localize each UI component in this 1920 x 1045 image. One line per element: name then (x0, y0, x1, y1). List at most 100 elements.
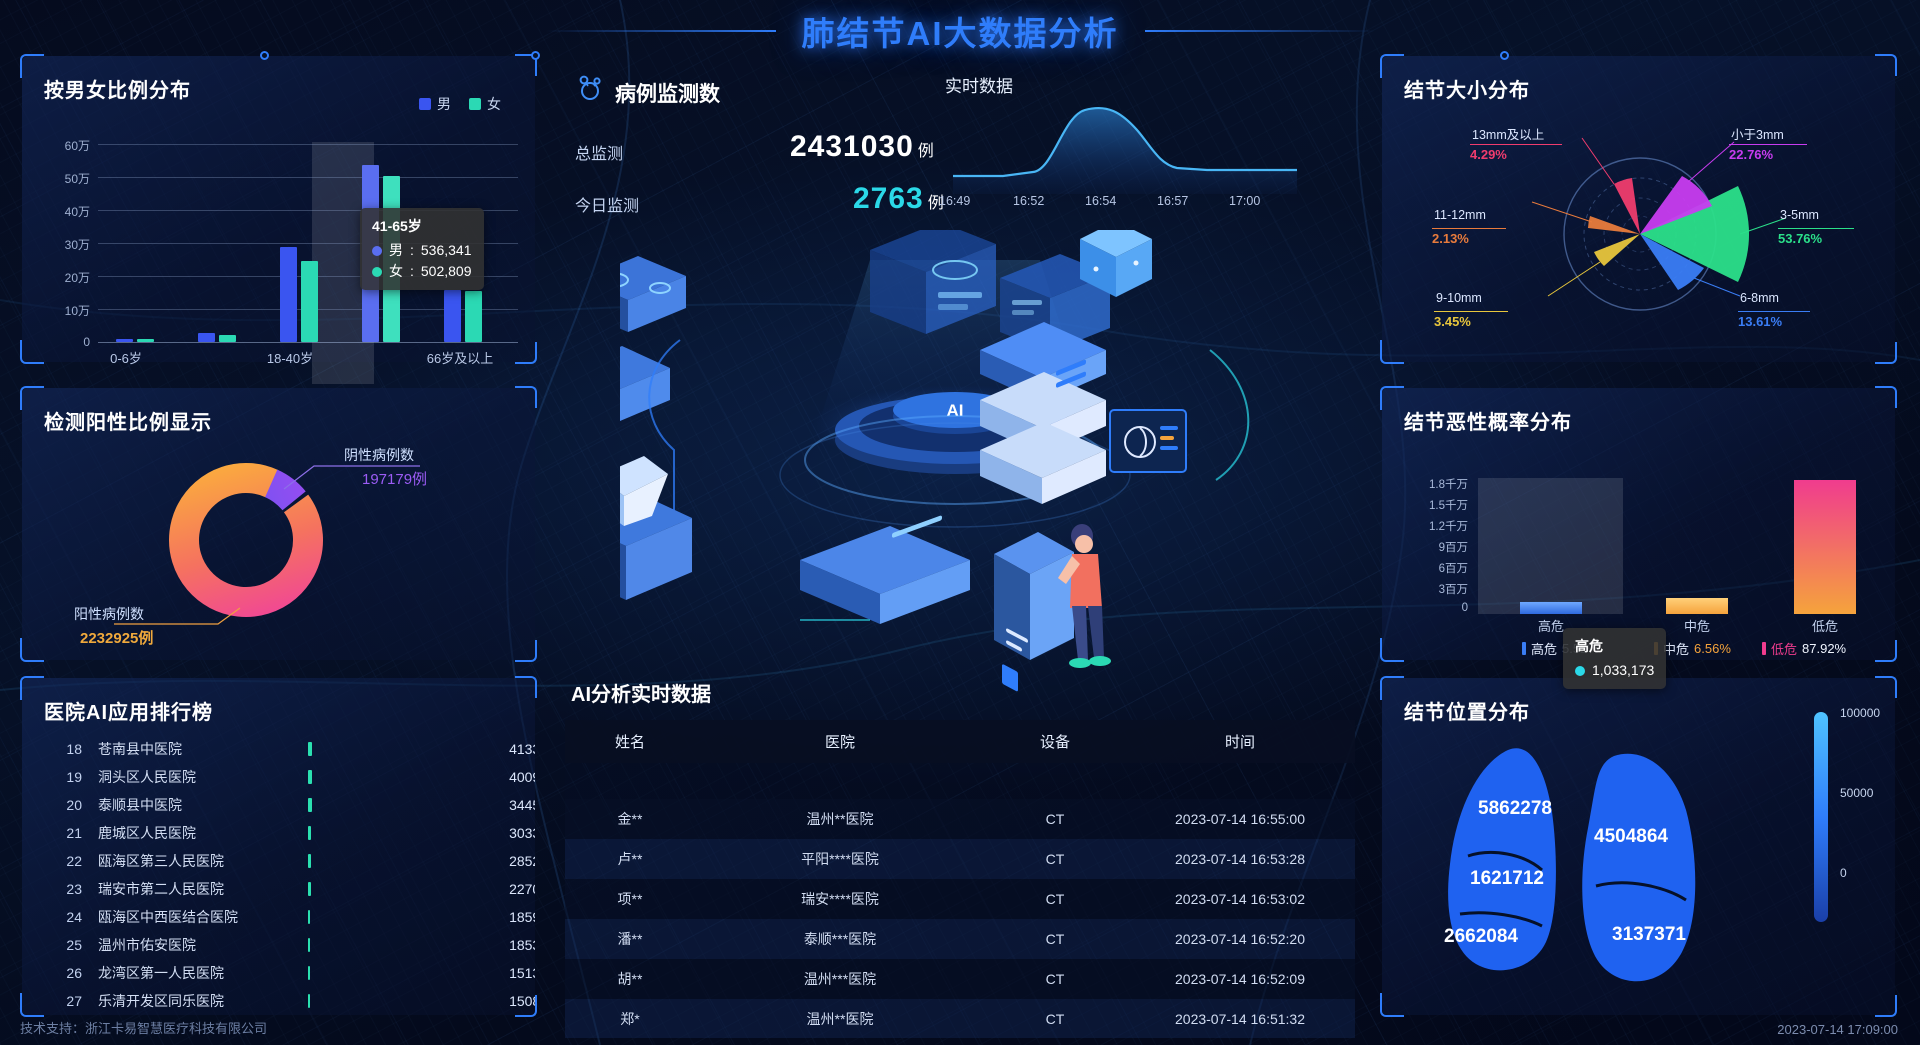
column-header-name[interactable]: 姓名 (565, 720, 695, 763)
table-row[interactable]: 郑* 温州**医院 CT 2023-07-14 16:51:32 (565, 999, 1355, 1038)
cell-name: 胡** (565, 959, 695, 999)
malignancy-tooltip-dot (1575, 665, 1585, 676)
rank-number: 25 (66, 937, 82, 953)
table-row[interactable] (565, 763, 1355, 799)
gender-legend[interactable]: 男 女 (419, 94, 501, 114)
monitor-panel-title: 病例监测数 (615, 83, 720, 106)
m-y-tick-6: 6百万 (1438, 563, 1468, 575)
panel-nodule-position: 结节位置分布 5862278 1621712 2662084 4504864 (1380, 676, 1897, 1017)
cell-device (985, 763, 1125, 799)
cell-hospital (695, 763, 985, 799)
rank-value: 40096 (509, 769, 535, 785)
rank-number: 26 (66, 965, 82, 981)
cell-time: 2023-07-14 16:53:28 (1125, 839, 1355, 879)
rank-value: 30330 (509, 825, 535, 841)
list-item[interactable]: 21 鹿城区人民医院 30330 (48, 820, 535, 846)
m-legend-value-low: 87.92% (1802, 641, 1847, 656)
realtime-sparkline[interactable] (945, 98, 1305, 194)
table-row[interactable]: 胡** 温州***医院 CT 2023-07-14 16:52:09 (565, 959, 1355, 999)
ai-table-wrapper[interactable]: 姓名 医院 设备 时间 金** 温州**医院 (565, 720, 1355, 1038)
rose-sector-lt3mm (1640, 176, 1712, 234)
position-panel-title: 结节位置分布 (1404, 702, 1530, 724)
size-underline-lt3mm (1729, 144, 1807, 145)
panel-ai-table: AI分析实时数据 姓名 医院 设备 时间 (565, 678, 1355, 1040)
bar-male-18-40[interactable] (280, 247, 297, 342)
colorbar-tick-min: 0 (1840, 866, 1847, 880)
svg-text:AI: AI (947, 401, 964, 420)
x-label-66plus: 66岁及以上 (426, 351, 494, 366)
rose-sector-13mm (1614, 178, 1640, 234)
column-header-hospital[interactable]: 医院 (695, 720, 985, 763)
header-line-left (545, 30, 776, 32)
table-row[interactable]: 金** 温州**医院 CT 2023-07-14 16:55:00 (565, 799, 1355, 839)
m-legend-value-mid: 6.56% (1694, 641, 1731, 656)
rank-bar (308, 854, 311, 868)
rank-hospital-name: 温州市佑安医院 (98, 937, 196, 953)
malignancy-bars[interactable] (1382, 388, 1895, 660)
cell-device: CT (985, 799, 1125, 839)
size-label-9-10mm: 9-10mm (1436, 291, 1482, 305)
rank-hospital-name: 瓯海区中西医结合医院 (98, 909, 238, 925)
rank-number: 20 (66, 797, 82, 813)
bar-female-7-17[interactable] (219, 335, 236, 342)
page-title: 肺结节AI大数据分析 (801, 15, 1119, 52)
bar-female-0-6[interactable] (137, 339, 154, 342)
lung-value-left-upper: 5862278 (1478, 798, 1552, 819)
dashboard-header: 肺结节AI大数据分析 (0, 0, 1920, 62)
panel-node-dot (1500, 51, 1509, 60)
legend-item-male[interactable]: 男 (419, 94, 451, 114)
tooltip-row-male: 男: 536,341 (372, 240, 472, 261)
legend-item-female[interactable]: 女 (469, 94, 501, 114)
tooltip-row-female: 女: 502,809 (372, 261, 472, 282)
x-label-0-6: 0-6岁 (110, 351, 142, 366)
rank-list[interactable]: 18 苍南县中医院 41336 19 洞头区人民医院 40096 20 泰顺县中… (22, 730, 535, 1012)
rank-bar (308, 826, 311, 840)
legend-swatch-male (419, 98, 431, 110)
positive-label: 阳性病例数 (74, 606, 144, 622)
positive-donut-chart[interactable] (22, 388, 535, 660)
bar-female-66plus[interactable] (465, 291, 482, 342)
lung-diagram[interactable] (1382, 678, 1895, 1015)
table-row[interactable]: 潘** 泰顺***医院 CT 2023-07-14 16:52:20 (565, 919, 1355, 959)
ai-data-table[interactable]: 姓名 医院 设备 时间 金** 温州**医院 (565, 720, 1355, 1038)
m-y-tick-3: 3百万 (1438, 584, 1468, 596)
bar-male-0-6[interactable] (116, 339, 133, 342)
table-row[interactable]: 卢** 平阳****医院 CT 2023-07-14 16:53:28 (565, 839, 1355, 879)
list-item[interactable]: 27 乐清开发区同乐医院 15083 (48, 988, 535, 1012)
cell-time: 2023-07-14 16:53:02 (1125, 879, 1355, 919)
spark-tick-1: 16:52 (1013, 194, 1045, 208)
rank-hospital-name: 龙湾区第一人民医院 (98, 965, 224, 981)
rose-sector-6-8mm (1640, 234, 1704, 290)
tooltip-label-female: 女 (389, 263, 403, 279)
spark-tick-2: 16:54 (1085, 194, 1117, 208)
column-header-device[interactable]: 设备 (985, 720, 1125, 763)
bar-male-7-17[interactable] (198, 333, 215, 342)
table-row[interactable]: 项** 瑞安****医院 CT 2023-07-14 16:53:02 (565, 879, 1355, 919)
today-monitor-label: 今日监测 (575, 198, 640, 215)
rank-hospital-name: 洞头区人民医院 (98, 769, 196, 785)
list-item[interactable]: 20 泰顺县中医院 34451 (48, 792, 535, 818)
bar-male-66plus[interactable] (444, 290, 461, 342)
list-item[interactable]: 26 龙湾区第一人民医院 15133 (48, 960, 535, 986)
list-item[interactable]: 18 苍南县中医院 41336 (48, 736, 535, 762)
x-label-18-40: 18-40岁 (266, 351, 314, 366)
rank-bar (308, 910, 310, 924)
column-header-time[interactable]: 时间 (1125, 720, 1355, 763)
lung-right-shape (1582, 753, 1696, 982)
legend-label-male: 男 (437, 96, 451, 112)
list-item[interactable]: 24 瓯海区中西医结合医院 18596 (48, 904, 535, 930)
lung-value-left-lower: 1621712 (1470, 868, 1544, 889)
footer-support: 技术支持：浙江卡易智慧医疗科技有限公司 (20, 1021, 268, 1036)
size-label-13mm: 13mm及以上 (1472, 128, 1545, 142)
list-item[interactable]: 19 洞头区人民医院 40096 (48, 764, 535, 790)
list-item[interactable]: 22 瓯海区第三人民医院 28521 (48, 848, 535, 874)
rank-hospital-name: 乐清开发区同乐医院 (98, 993, 224, 1009)
bar-female-18-40[interactable] (301, 261, 318, 342)
m-legend-low[interactable]: 低危 87.92% (1762, 639, 1846, 658)
rank-bar-cell (308, 798, 458, 812)
list-item[interactable]: 23 瑞安市第二人民医院 22707 (48, 876, 535, 902)
today-monitor-unit: 例 (927, 195, 945, 212)
list-item[interactable]: 25 温州市佑安医院 18535 (48, 932, 535, 958)
nodule-size-rose-chart[interactable] (1382, 56, 1895, 362)
negative-label: 阴性病例数 (344, 447, 414, 463)
